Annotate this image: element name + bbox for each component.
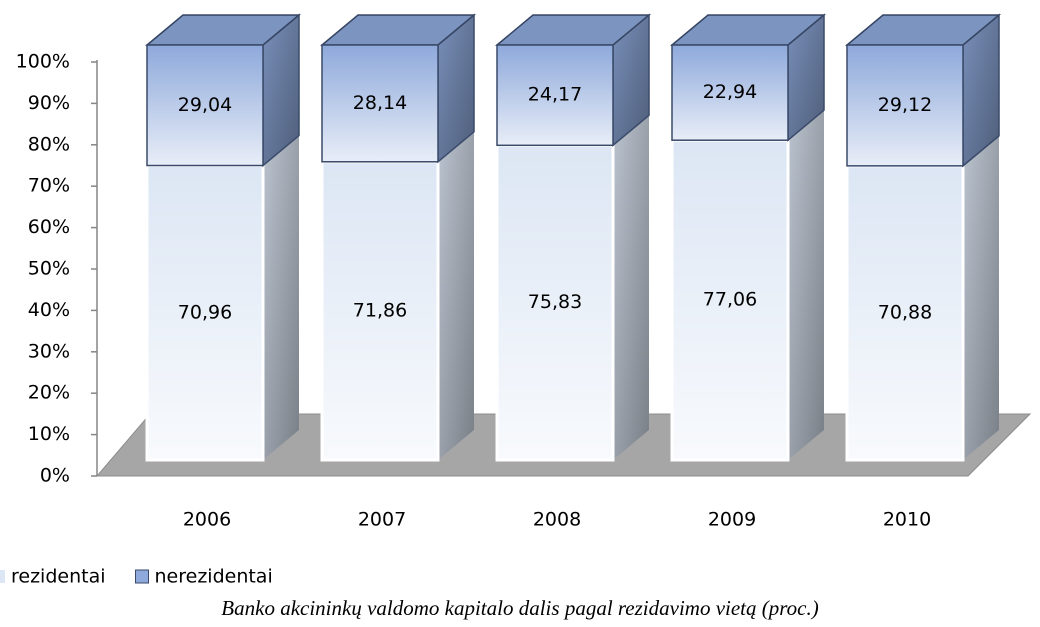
chart-title: Banko akcininkų valdomo kapitalo dalis p…	[221, 596, 818, 620]
y-tick-label: 10%	[28, 423, 70, 445]
x-tick-label: 2008	[533, 509, 581, 531]
bar-segment	[319, 13, 477, 164]
bar-segment	[495, 115, 649, 462]
y-tick-label: 30%	[28, 340, 70, 362]
legend-label: nerezidentai	[155, 566, 273, 588]
bar-front-shine	[496, 44, 614, 147]
legend-label: rezidentai	[11, 566, 106, 588]
bar-segment	[844, 13, 1002, 168]
bar-front-shine	[320, 160, 440, 462]
value-label: 24,17	[528, 84, 582, 106]
legend-swatch	[0, 570, 5, 583]
value-label: 70,96	[178, 301, 232, 323]
bar-side-shade	[263, 135, 299, 461]
value-label: 28,14	[353, 92, 407, 114]
value-label: 29,04	[178, 94, 232, 116]
y-tick-label: 40%	[28, 299, 70, 321]
value-label: 77,06	[703, 289, 757, 311]
bar-front-shine	[671, 44, 789, 141]
bar-side-shade	[613, 115, 649, 461]
bar-top-shade	[322, 15, 474, 45]
bar-top-shade	[847, 15, 999, 45]
bar-segment	[845, 135, 999, 462]
bar-front-shine	[321, 44, 439, 163]
y-tick-label: 80%	[28, 133, 70, 155]
bar-segment	[669, 13, 827, 142]
bar-top-shade	[147, 15, 299, 45]
bar-segment	[144, 13, 302, 168]
bar-front-shine	[846, 44, 964, 167]
value-label: 70,88	[878, 301, 932, 323]
value-label: 71,86	[353, 299, 407, 321]
bar-top-shade	[497, 15, 649, 45]
x-tick-label: 2006	[183, 509, 231, 531]
value-label: 29,12	[878, 94, 932, 116]
bar-side-shade	[788, 110, 824, 461]
bar-top-shade	[672, 15, 824, 45]
bar-side-shade	[963, 135, 999, 460]
y-tick-label: 0%	[40, 465, 70, 487]
legend-swatch	[135, 569, 149, 584]
bar-segment	[320, 131, 474, 462]
value-label: 75,83	[528, 291, 582, 313]
bar-front-shine	[495, 143, 615, 462]
bar-front-shine	[146, 44, 264, 167]
y-tick-label: 20%	[28, 382, 70, 404]
x-tick-label: 2007	[358, 509, 406, 531]
x-tick-label: 2009	[708, 509, 756, 531]
bar-side-shade	[438, 131, 474, 460]
bar-front-shine	[145, 164, 265, 462]
value-label: 22,94	[703, 81, 757, 103]
y-tick-label: 60%	[28, 216, 70, 238]
y-tick-label: 50%	[28, 258, 70, 280]
bar-segment	[670, 110, 824, 462]
bar-segment	[145, 135, 299, 462]
y-tick-label: 100%	[16, 51, 70, 73]
x-tick-label: 2010	[883, 509, 931, 531]
y-tick-label: 70%	[28, 175, 70, 197]
y-tick-label: 90%	[28, 92, 70, 114]
bar-segment	[494, 13, 652, 147]
